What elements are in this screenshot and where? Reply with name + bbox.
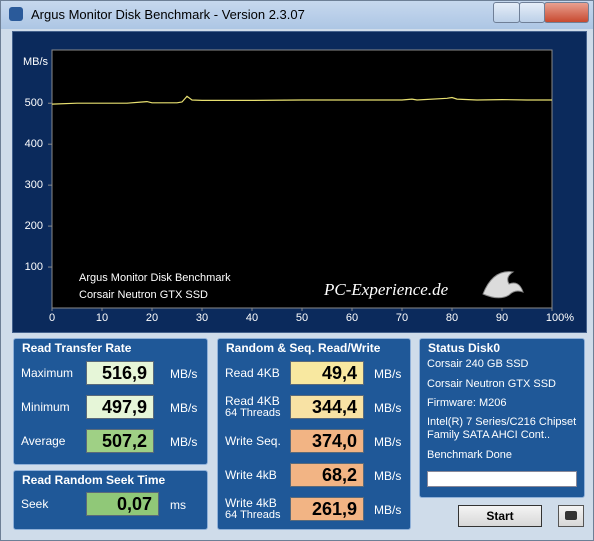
value-box: 0,07: [86, 492, 159, 516]
x-tick-label: 90: [496, 312, 508, 324]
row-label: Read 4KB: [225, 367, 280, 379]
maximize-button[interactable]: [519, 2, 545, 23]
value-box: 261,9: [290, 497, 364, 521]
x-tick-label: 20: [146, 312, 158, 324]
x-tick-label: 0: [49, 312, 55, 324]
status-line: Intel(R) 7 Series/C216 Chipset Family SA…: [427, 416, 577, 441]
minimize-button[interactable]: [493, 2, 520, 23]
x-tick-label: 60: [346, 312, 358, 324]
group-panel: Random & Seq. Read/Write Read 4KB 49,4 MB/s…: [217, 338, 411, 530]
status-line: Corsair 240 GB SSD: [427, 358, 529, 370]
panel-title: Read Transfer Rate: [22, 341, 132, 355]
unit-label: MB/s: [374, 503, 402, 517]
screenshot-button[interactable]: [558, 505, 584, 527]
x-tick-label: 40: [246, 312, 258, 324]
y-tick-label: 500: [25, 97, 43, 109]
data-line: [51, 95, 552, 105]
unit-label: ms: [170, 498, 186, 512]
value-box: 49,4: [290, 361, 364, 385]
label-text: Write 4kB: [225, 468, 277, 482]
panel-title: Status Disk0: [428, 341, 501, 355]
unit-label: MB/s: [170, 401, 198, 415]
chart: MB/s 100 200 300 400 500 0 10 20 30 40 50 60 70 80 90 10…: [23, 49, 574, 324]
row-label: Minimum: [21, 401, 70, 413]
x-tick-label: 30: [196, 312, 208, 324]
label-subtext: 64 Threads: [225, 407, 281, 419]
group-panel: Read Random Seek Time Seek 0,07 ms: [13, 470, 208, 530]
value-box: 497,9: [86, 395, 154, 419]
x-tick-label: 50: [296, 312, 308, 324]
watermark: PC-Experience.de: [323, 280, 449, 299]
value-box: 516,9: [86, 361, 154, 385]
value-box: 507,2: [86, 429, 154, 453]
label-text: Write 4kB: [225, 496, 277, 510]
annotation: Corsair Neutron GTX SSD: [79, 289, 208, 301]
status-line: Benchmark Done: [427, 449, 512, 461]
annotation: Argus Monitor Disk Benchmark: [79, 272, 231, 284]
y-tick-label: 300: [25, 179, 43, 191]
label-text: Seek: [21, 497, 49, 511]
label-text: Write Seq.: [225, 434, 281, 448]
y-tick-label: 400: [25, 138, 43, 150]
logo: [482, 271, 524, 299]
chart-panel: MB/s 100 200 300 400 500 0 10 20 30 40 50 60 70 80 90 10…: [12, 31, 587, 333]
row-label: Seek: [21, 498, 48, 510]
label-text: Minimum: [21, 400, 70, 414]
status-panel: Status Disk0 Corsair 240 GB SSD Corsair …: [419, 338, 585, 498]
row-label: Read 4KB 64 Threads: [225, 395, 280, 419]
progress-bar: [427, 471, 577, 487]
x-tick-label: 100%: [546, 312, 574, 324]
y-tick-label: 100: [25, 261, 43, 273]
unit-label: MB/s: [170, 367, 198, 381]
row-label: Write 4kB: [225, 469, 277, 481]
value-box: 374,0: [290, 429, 364, 453]
close-button[interactable]: [544, 2, 589, 23]
label-text: Read 4KB: [225, 394, 280, 408]
unit-label: MB/s: [374, 435, 402, 449]
unit-label: MB/s: [374, 401, 402, 415]
title-bar: Argus Monitor Disk Benchmark - Version 2…: [1, 1, 593, 29]
plot-area: [51, 49, 553, 309]
start-button[interactable]: Start: [458, 505, 542, 527]
row-label: Write Seq.: [225, 435, 281, 447]
label-subtext: 64 Threads: [225, 509, 281, 521]
value-box: 68,2: [290, 463, 364, 487]
unit-label: MB/s: [374, 367, 402, 381]
label-text: Average: [21, 434, 66, 448]
x-tick-label: 10: [96, 312, 108, 324]
status-line: Firmware: M206: [427, 397, 507, 409]
row-label: Average: [21, 435, 65, 447]
x-tick-label: 80: [446, 312, 458, 324]
y-tick-label: 200: [25, 220, 43, 232]
value-box: 344,4: [290, 395, 364, 419]
status-line: Corsair Neutron GTX SSD: [427, 378, 556, 390]
app-icon: [9, 7, 23, 21]
camera-icon: [565, 511, 577, 520]
group-panel: Read Transfer Rate Maximum 516,9 MB/s Minimu…: [13, 338, 208, 465]
x-tick-label: 70: [396, 312, 408, 324]
window-title: Argus Monitor Disk Benchmark - Version 2…: [31, 7, 305, 22]
label-text: Maximum: [21, 366, 74, 380]
panel-title: Read Random Seek Time: [22, 473, 166, 487]
panel-title: Random & Seq. Read/Write: [226, 341, 381, 355]
unit-label: MB/s: [374, 469, 402, 483]
unit-label: MB/s: [170, 435, 198, 449]
y-axis-label: MB/s: [23, 56, 49, 68]
row-label: Maximum: [21, 367, 73, 379]
row-label: Write 4kB 64 Threads: [225, 497, 280, 521]
label-text: Read 4KB: [225, 366, 280, 380]
